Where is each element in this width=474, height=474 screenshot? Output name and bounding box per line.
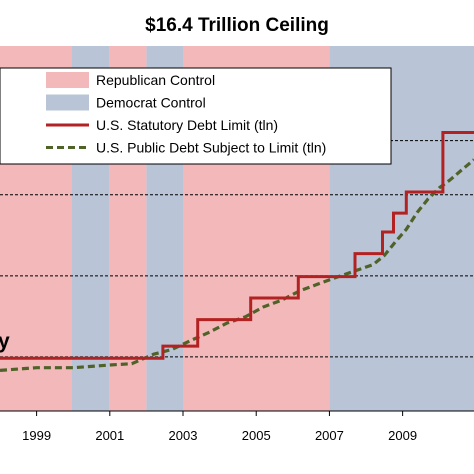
series-lines: [0, 131, 474, 372]
x-tick-label-4: 2007: [315, 428, 344, 443]
legend: Republican Control Democrat Control U.S. S…: [0, 67, 392, 165]
legend-label-1: Democrat Control: [96, 95, 206, 111]
x-tick-label-0: 1999: [22, 428, 51, 443]
cropped-annotation-label: y: [0, 330, 10, 353]
x-tick-label-2: 2003: [169, 428, 198, 443]
x-tick-label-1: 2001: [95, 428, 124, 443]
x-tick-label-3: 2005: [242, 428, 271, 443]
series-line-0: [0, 131, 474, 360]
legend-label-3: U.S. Public Debt Subject to Limit (tln): [96, 140, 326, 156]
legend-swatch-1: [46, 94, 89, 111]
x-axis: 1999 2001 2003 2005 2007 2009: [0, 410, 474, 443]
legend-label-2: U.S. Statutory Debt Limit (tln): [96, 117, 278, 133]
series-line-1: [0, 158, 474, 372]
legend-label-0: Republican Control: [96, 72, 215, 88]
chart-title: $16.4 Trillion Ceiling: [145, 15, 329, 36]
legend-swatch-0: [46, 72, 89, 88]
x-tick-label-5: 2009: [388, 428, 417, 443]
